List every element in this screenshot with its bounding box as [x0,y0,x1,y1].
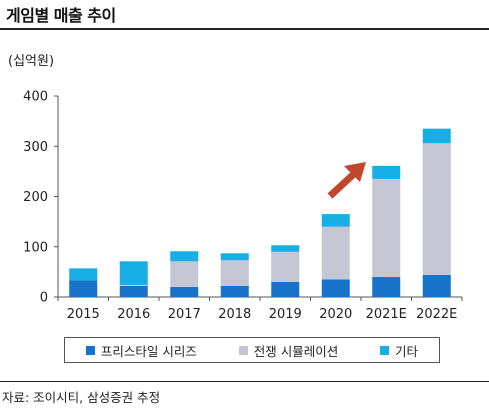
y-tick-label: 200 [23,190,48,205]
bar-segment-freestyle-2017 [170,286,199,297]
legend-label-warsim: 전쟁 시뮬레이션 [253,343,339,359]
x-tick-label: 2020 [319,307,352,322]
bar-segment-warsim-2016 [119,284,148,286]
y-tick-label: 300 [23,140,48,155]
source-divider [0,381,489,382]
bar-segment-freestyle-2020 [321,279,350,297]
bar-segment-warsim-2018 [220,260,249,286]
x-tick-label: 2022E [416,307,457,322]
bar-segment-other-2021E [372,165,401,179]
chart-legend: 프리스타일 시리즈 전쟁 시뮬레이션 기타 [64,337,440,363]
title-divider [0,28,489,30]
source-note: 자료: 조이시티, 삼성증권 추정 [2,390,161,405]
x-tick-label: 2016 [117,307,150,322]
y-tick-label: 100 [23,240,48,255]
y-tick-label: 0 [40,291,48,306]
bar-segment-freestyle-2016 [119,285,148,297]
x-tick-label: 2019 [269,307,302,322]
legend-item-other: 기타 [380,341,418,360]
bar-segment-freestyle-2018 [220,285,249,297]
bar-segment-freestyle-2022E [422,274,451,297]
trend-arrow-shaft [327,169,359,199]
bar-segment-other-2016 [119,261,148,285]
bar-segment-other-2022E [422,128,451,144]
legend-label-other: 기타 [395,343,419,359]
legend-label-freestyle: 프리스타일 시리즈 [100,343,197,359]
bar-segment-other-2019 [271,245,300,252]
bar-segment-freestyle-2019 [271,281,300,297]
legend-swatch-warsim [238,345,248,355]
bar-segment-freestyle-2015 [69,280,98,297]
legend-swatch-other [380,345,390,355]
legend-item-freestyle: 프리스타일 시리즈 [85,341,197,360]
bar-segment-warsim-2019 [271,251,300,282]
bar-segment-warsim-2021E [372,178,401,277]
bar-segment-other-2018 [220,253,249,261]
x-tick-label: 2017 [168,307,201,322]
x-tick-label: 2015 [67,307,100,322]
bar-segment-freestyle-2021E [372,276,401,297]
trend-arrow-head [344,162,366,182]
bar-segment-warsim-2020 [321,226,350,280]
x-tick-label: 2018 [218,307,251,322]
legend-swatch-freestyle [85,345,95,355]
bar-segment-other-2015 [69,268,98,281]
chart-title: 게임별 매출 추이 [6,6,116,25]
unit-label: (십억원) [8,54,55,69]
bar-segment-other-2020 [321,214,350,227]
bar-segment-other-2017 [170,251,199,262]
x-tick-label: 2021E [366,307,407,322]
bar-segment-warsim-2017 [170,261,199,287]
bar-segment-warsim-2022E [422,143,451,275]
y-tick-label: 400 [23,90,48,105]
legend-item-warsim: 전쟁 시뮬레이션 [238,341,339,360]
